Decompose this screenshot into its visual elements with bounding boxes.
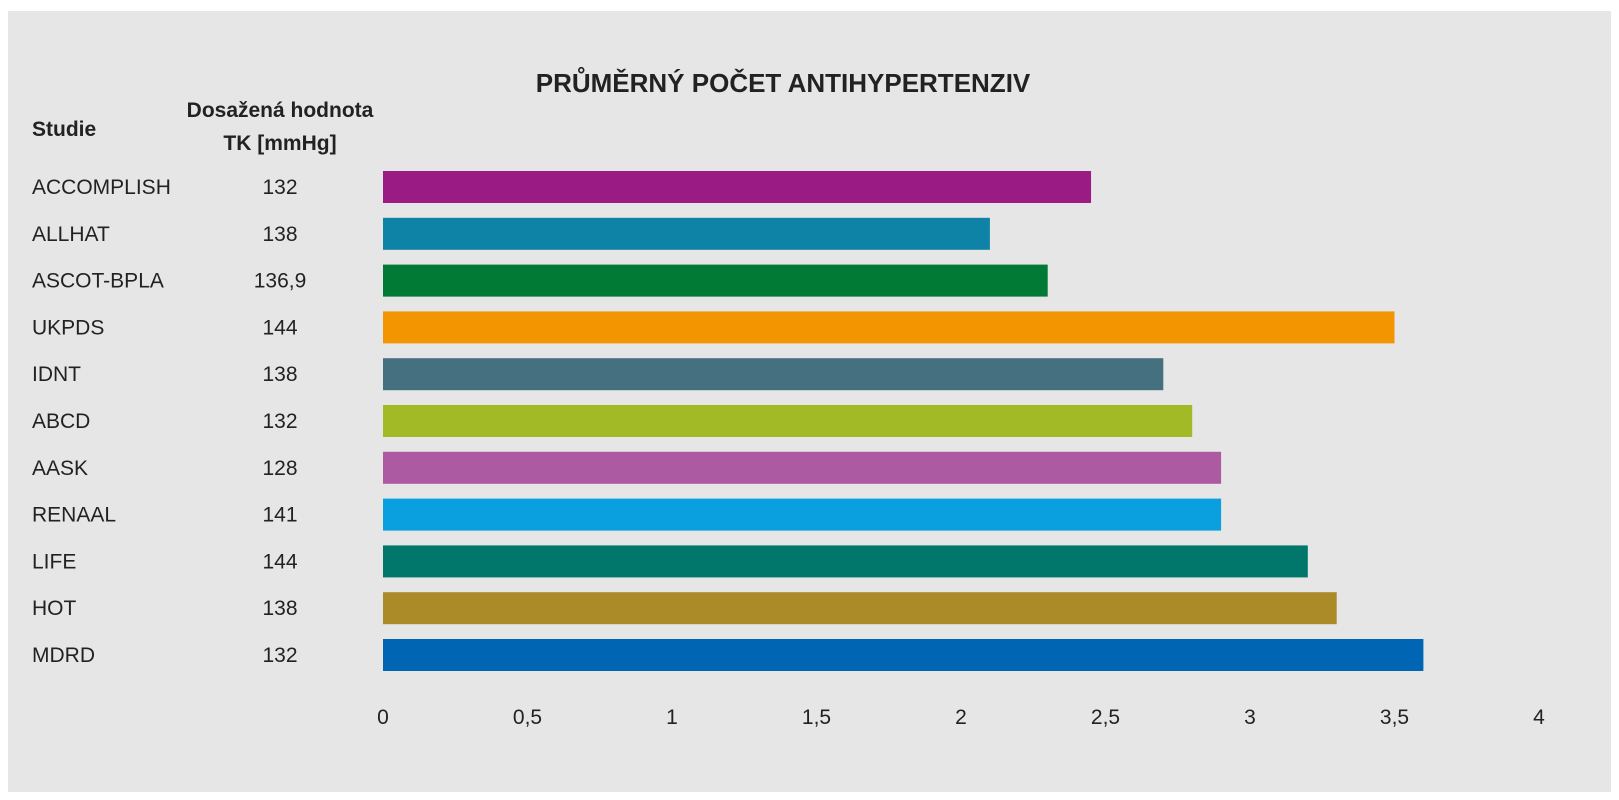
x-tick-label: 0 [377, 706, 389, 729]
study-label: AASK [32, 457, 88, 480]
bar [383, 498, 1222, 531]
bp-value-label: 132 [262, 176, 297, 199]
bp-value-label: 141 [262, 504, 297, 527]
bar-row: IDNT 138 [32, 358, 1164, 391]
bp-value-label: 132 [262, 410, 297, 433]
study-label: MDRD [32, 644, 95, 667]
study-label: HOT [32, 597, 77, 620]
study-label: ALLHAT [32, 223, 110, 246]
chart-panel: PRŮMĚRNÝ POČET ANTIHYPERTENZIV Studie Do… [8, 11, 1611, 792]
study-label: UKPDS [32, 316, 104, 339]
x-tick-label: 2,5 [1091, 706, 1120, 729]
bar [383, 358, 1164, 391]
bp-value-label: 138 [262, 363, 297, 386]
bp-value-label: 144 [262, 550, 297, 573]
bar [383, 451, 1222, 484]
bar-row: AASK 128 [32, 451, 1222, 484]
x-tick-label: 3,5 [1380, 706, 1409, 729]
bar-chart: PRŮMĚRNÝ POČET ANTIHYPERTENZIV Studie Do… [32, 66, 1545, 729]
bar-row: UKPDS 144 [32, 311, 1395, 344]
x-tick-label: 2 [955, 706, 967, 729]
bp-value-label: 136,9 [254, 270, 307, 293]
bar-rows: ACCOMPLISH 132 ALLHAT 138 ASCOT-BPLA 136,9 UKP… [32, 171, 1424, 671]
x-tick-label: 1 [666, 706, 678, 729]
x-axis-ticks: 0 0,5 1 1,5 2 2,5 3 3,5 4 [377, 706, 1545, 729]
study-label: LIFE [32, 550, 76, 573]
study-label: ACCOMPLISH [32, 176, 171, 199]
x-tick-label: 4 [1533, 706, 1545, 729]
study-label: ASCOT-BPLA [32, 270, 164, 293]
bar [383, 639, 1424, 671]
chart-title: PRŮMĚRNÝ POČET ANTIHYPERTENZIV [536, 66, 1031, 98]
bar [383, 545, 1308, 578]
bar-row: LIFE 144 [32, 545, 1308, 578]
bp-column-header-line1: Dosažená hodnota [187, 99, 374, 122]
study-column-header: Studie [32, 118, 96, 141]
bp-value-label: 144 [262, 316, 297, 339]
study-label: RENAAL [32, 504, 116, 527]
bp-value-label: 132 [262, 644, 297, 667]
study-label: IDNT [32, 363, 81, 386]
bar-row: MDRD 132 [32, 639, 1424, 671]
bar-row: RENAAL 141 [32, 498, 1222, 531]
bar [383, 217, 990, 250]
x-tick-label: 0,5 [513, 706, 542, 729]
bar [383, 171, 1092, 203]
bp-value-label: 128 [262, 457, 297, 480]
bar-row: ALLHAT 138 [32, 217, 990, 250]
x-tick-label: 1,5 [802, 706, 831, 729]
x-tick-label: 3 [1244, 706, 1256, 729]
bar [383, 311, 1395, 344]
bar [383, 592, 1337, 625]
bar-row: ABCD 132 [32, 405, 1193, 437]
study-label: ABCD [32, 410, 90, 433]
bar [383, 264, 1048, 297]
bar-row: HOT 138 [32, 592, 1337, 625]
bar-row: ACCOMPLISH 132 [32, 171, 1092, 203]
bar-row: ASCOT-BPLA 136,9 [32, 264, 1048, 297]
bp-value-label: 138 [262, 223, 297, 246]
bp-value-label: 138 [262, 597, 297, 620]
bar [383, 405, 1193, 437]
bp-column-header-line2: TK [mmHg] [223, 132, 336, 155]
